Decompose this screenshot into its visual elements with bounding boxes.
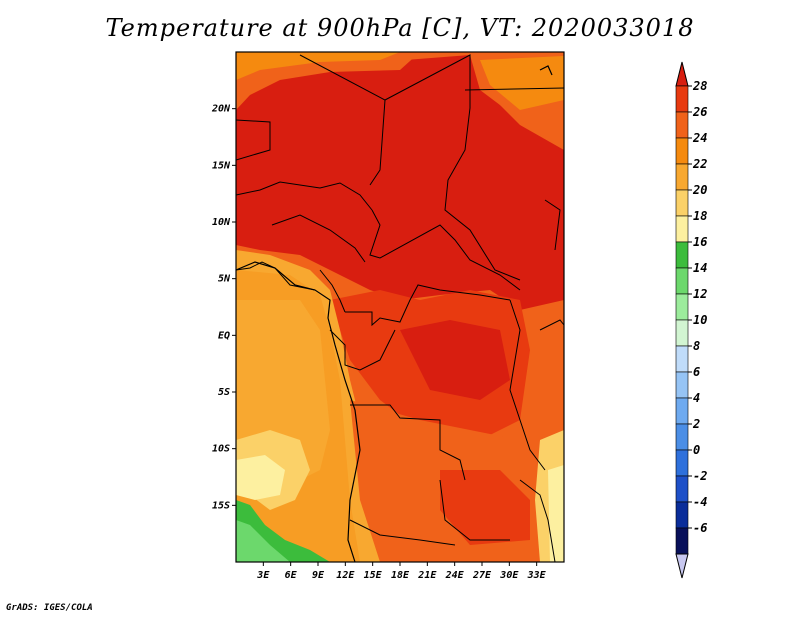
colorbar-label: 22 [692, 157, 707, 171]
colorbar-label: 8 [693, 339, 700, 353]
grads-credit: GrADS: IGES/COLA [6, 603, 93, 613]
colorbar-label: 24 [692, 131, 707, 145]
colorbar-swatch [675, 423, 689, 451]
colorbar-swatch [675, 241, 689, 269]
colorbar-swatch [675, 397, 689, 425]
colorbar-swatch [675, 163, 689, 191]
colorbar-swatch [675, 215, 689, 243]
colorbar-swatch [675, 267, 689, 295]
lon-tick-label: 33E [527, 570, 547, 581]
colorbar-swatch [675, 319, 689, 347]
colorbar-label: 20 [692, 183, 707, 197]
colorbar-swatch [675, 345, 689, 373]
lon-tick-label: 15E [364, 570, 383, 581]
lon-tick-label: 18E [391, 570, 410, 581]
colorbar-label: 10 [693, 313, 707, 327]
colorbar-label: 0 [693, 443, 700, 457]
colorbar-swatch [675, 111, 689, 139]
lat-tick-label: 20N [211, 104, 231, 115]
lat-tick-label: 5S [218, 387, 230, 398]
country-borders [236, 54, 564, 562]
colorbar-label: 16 [693, 235, 707, 249]
lon-tick-label: 24E [445, 570, 465, 581]
lon-tick-label: 27E [472, 570, 492, 581]
lat-tick-label: EQ [218, 330, 230, 341]
lat-tick-label: 10N [212, 217, 231, 228]
temperature-field [236, 52, 564, 562]
colorbar-swatch [675, 189, 689, 217]
colorbar-label: 12 [693, 287, 707, 301]
colorbar-label: 18 [693, 209, 707, 223]
colorbar-swatch [675, 475, 689, 503]
lon-tick-label: 30E [499, 570, 519, 581]
colorbar-label: -2 [693, 469, 707, 483]
lon-tick-label: 6E [285, 570, 298, 581]
lat-tick-label: 5N [218, 274, 231, 285]
colorbar-swatch [675, 449, 689, 477]
longitude-tick-labels: 3E 6E 9E 12E 15E 18E 21E 24E 27E 30E 33E [256, 562, 547, 581]
colorbar-over-triangle [675, 61, 689, 87]
colorbar-swatch [675, 293, 689, 321]
colorbar-label: 14 [693, 261, 707, 275]
lon-tick-label: 21E [417, 570, 437, 581]
colorbar-label: 2 [692, 417, 700, 431]
colorbar-swatch [675, 137, 689, 165]
colorbar-label: -4 [693, 495, 707, 509]
lon-tick-label: 12E [336, 570, 355, 581]
coastline [236, 65, 553, 562]
lat-tick-label: 15S [212, 500, 230, 511]
colorbar-label: -6 [693, 521, 707, 535]
colorbar-under-triangle [675, 553, 689, 579]
colorbar-label: 28 [692, 79, 707, 93]
colorbar-label: 4 [693, 391, 700, 405]
colorbar-swatch [675, 501, 689, 529]
lat-tick-label: 15N [212, 160, 231, 171]
colorbar-swatch [675, 371, 689, 399]
colorbar-label: 6 [693, 365, 700, 379]
colorbar-label: 26 [692, 105, 707, 119]
colorbar-swatch [675, 85, 689, 113]
map-title: Temperature at 900hPa [C], VT: 202003301… [105, 14, 695, 42]
lon-tick-label: 3E [256, 570, 270, 581]
colorbar-swatch [675, 527, 689, 555]
lat-tick-label: 10S [212, 444, 230, 455]
latitude-tick-labels: 20N 15N 10N 5N EQ 5S 10S 15S [211, 104, 236, 511]
lon-tick-label: 9E [312, 570, 325, 581]
